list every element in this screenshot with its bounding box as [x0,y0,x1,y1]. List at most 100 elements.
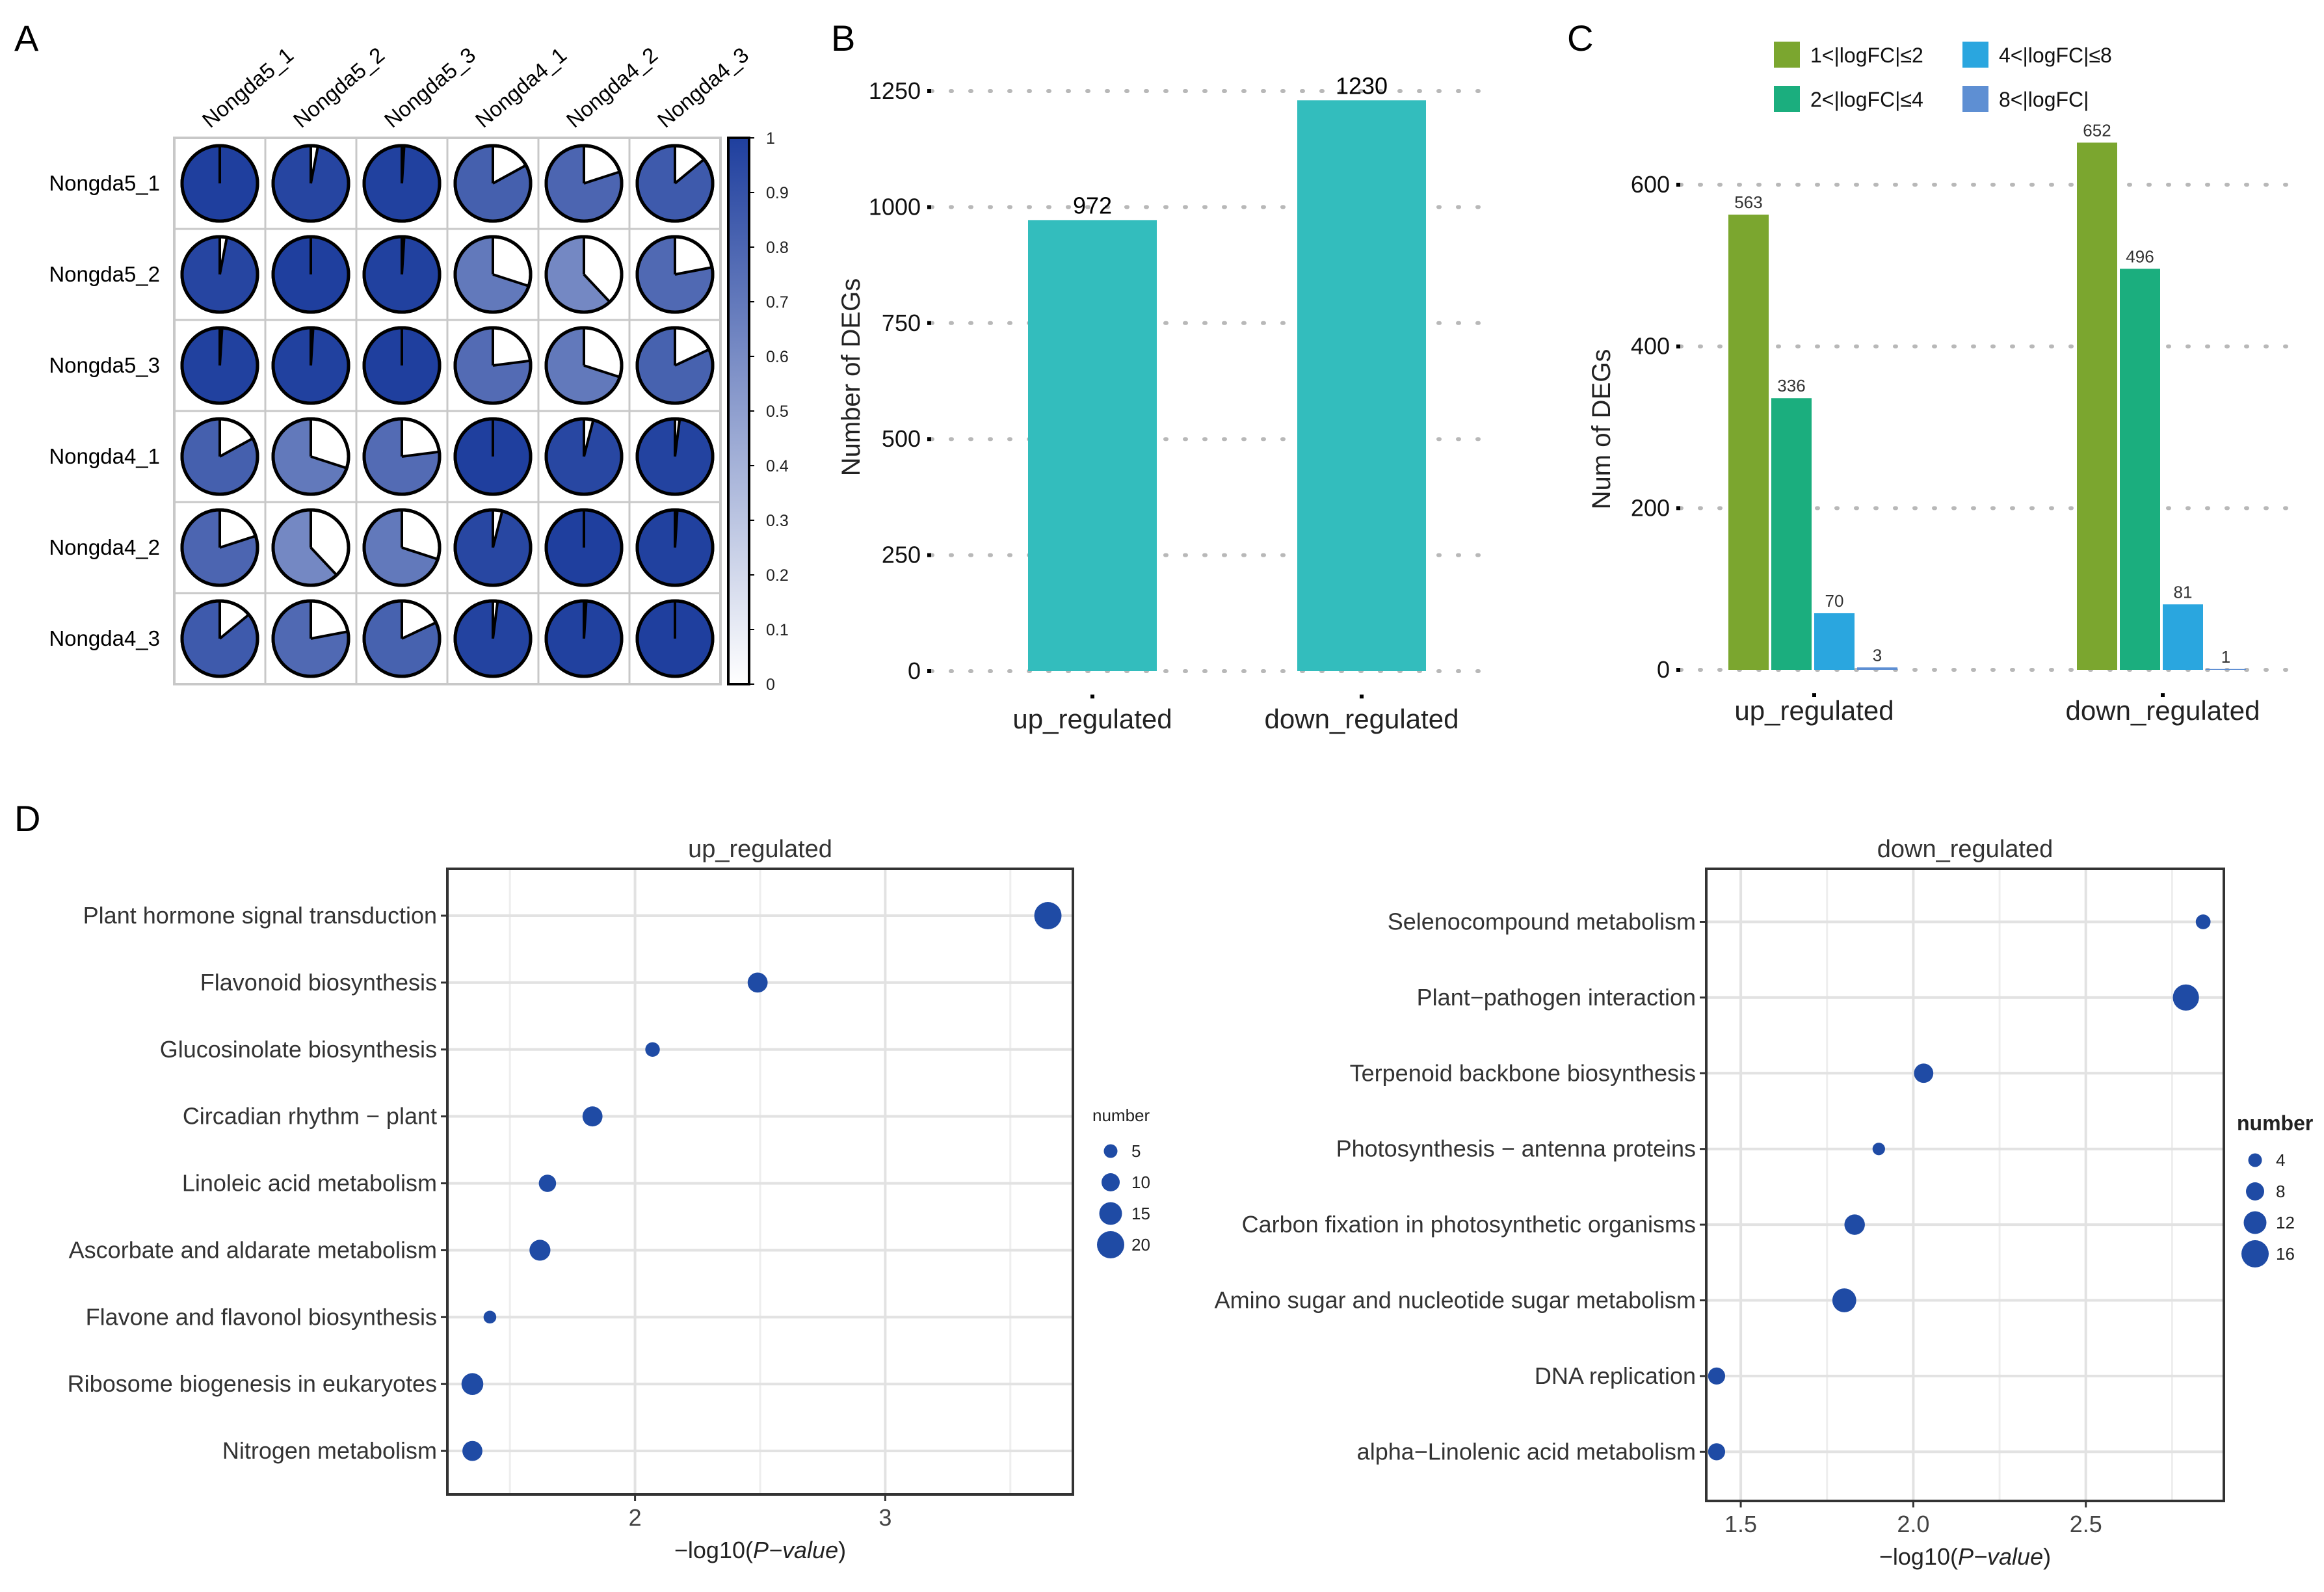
pie-edge [674,348,710,367]
colorbar-tick-label: 0 [766,676,775,694]
pie-outline [362,599,442,678]
dot-1 [747,972,768,993]
column-label: Nongda5_2 [289,42,390,132]
y-tick [1676,344,1680,349]
pie-edge [492,359,531,367]
panel-label-a: A [14,18,39,59]
x-axis-title-italic: P−value [1958,1543,2043,1570]
pie-outline [635,417,715,496]
y-tick-label: 200 [1631,494,1670,521]
pie-outline [635,144,715,223]
bar-down_regulated-s2 [2163,604,2203,670]
pie-outline [453,235,533,314]
pathway-label: alpha−Linolenic acid metabolism [1357,1438,1696,1465]
legend-dot [1097,1231,1124,1258]
dot-3 [1872,1143,1885,1156]
legend-label: 12 [2276,1213,2295,1232]
x-axis-title: −log10(P−value) [674,1537,846,1563]
y-tick [927,321,931,325]
bar-down_regulated [1297,100,1426,672]
bar-value-label: 1 [2221,647,2230,667]
row-label: Nongda4_2 [49,535,160,559]
panel-label-d: D [14,798,40,839]
colorbar-tick-label: 0.1 [766,621,789,639]
y-tick [927,205,931,209]
column-label: Nongda4_3 [653,42,754,132]
pie-outline [180,235,259,314]
x-tick-label: up_regulated [1012,704,1172,734]
colorbar [727,137,750,685]
pie-outline [271,599,350,678]
legend-title: number [2237,1111,2313,1135]
bar-value-label: 496 [2126,246,2154,266]
plot-frame [446,868,1074,1496]
x-tick [1090,695,1094,698]
panel-d-up-regulated-kegg: Plant hormone signal transduction Flavono… [68,836,1150,1563]
dot-2 [1914,1063,1934,1083]
pie-outline [180,144,259,223]
pathway-label: Carbon fixation in photosynthetic organi… [1242,1211,1696,1238]
bar-value-label: 336 [1777,376,1805,395]
colorbar-tick-label: 0.6 [766,348,789,366]
x-tick-label: 2.0 [1897,1511,1929,1537]
x-tick-label: down_regulated [1265,704,1459,734]
bar-up_regulated [1028,220,1157,671]
colorbar-tick-label: 0.7 [766,293,789,312]
y-tick-label: 750 [882,310,921,336]
pie-outline [362,235,442,314]
legend-dot [2246,1182,2264,1201]
panel-labels: A B C D [14,18,1593,839]
x-tick [1812,693,1816,697]
pathway-label: Plant hormone signal transduction [83,902,437,929]
pathway-label: Ribosome biogenesis in eukaryotes [68,1370,437,1397]
legend-dot [1103,1144,1118,1158]
pie-edge [583,273,611,303]
dot-5 [529,1240,551,1261]
pie-edge [401,546,438,561]
y-tick [927,553,931,557]
colorbar-tick-label: 0.3 [766,512,789,530]
x-tick [1360,695,1364,698]
legend-dot [1099,1202,1122,1225]
legend-swatch [1774,86,1800,112]
pie-slice [273,510,337,585]
legend-label: 8<|logFC| [1999,88,2089,111]
pie-outline [544,599,624,678]
row-label: Nongda5_3 [49,353,160,377]
matrix-cell [628,592,722,685]
pie-outline [362,417,442,496]
pie-outline [271,508,350,587]
bar-value-label: 972 [1073,192,1112,219]
pie-edge [401,621,437,640]
colorbar-tick-label: 0.5 [766,403,789,421]
pathway-label: Amino sugar and nucleotide sugar metabol… [1215,1287,1696,1314]
bar-value-label: 563 [1734,192,1762,212]
pie-edge [674,158,705,185]
row-label: Nongda5_1 [49,171,160,195]
facet-title: up_regulated [688,836,832,863]
pie-outline [453,417,533,496]
pie-outline [362,326,442,405]
pie-outline [544,235,624,314]
panel-label-c: C [1567,18,1593,59]
x-axis-title-prefix: −log10( [1879,1543,1958,1570]
pathway-label: Flavonoid biosynthesis [200,969,437,996]
pie-outline [180,326,259,405]
pie-edge [583,419,595,457]
bar-up_regulated-s2 [1814,613,1855,670]
pie-edge [219,437,254,458]
colorbar-tick-label: 0.2 [766,566,789,585]
bar-value-label: 81 [2174,582,2193,602]
panel-label-b: B [831,18,855,59]
pie-outline [544,508,624,587]
pie-outline [544,417,624,496]
y-tick-label: 400 [1631,333,1670,360]
x-axis-title-italic: P−value [753,1537,838,1563]
facet-title: down_regulated [1877,836,2053,863]
y-tick-label: 250 [882,542,921,568]
pie-edge [310,455,347,470]
x-tick [2161,693,2165,697]
bar-value-label: 70 [1825,591,1844,611]
pie-outline [453,326,533,405]
pie-slice [546,237,610,312]
